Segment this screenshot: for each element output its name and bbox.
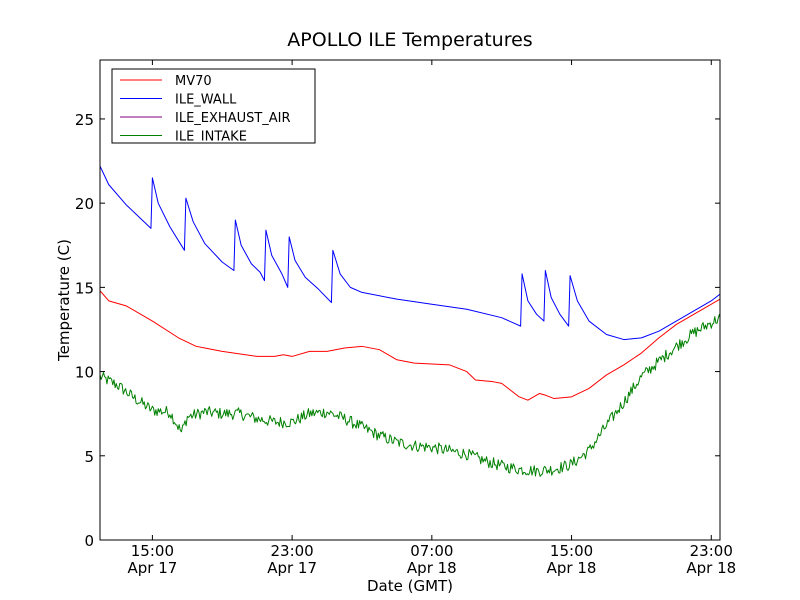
y-axis-ticks: 0 5 10 15 20 25 (75, 111, 720, 550)
x-tick-label-time: 15:00 (550, 542, 593, 560)
x-tick-label-date: Apr 18 (547, 559, 597, 577)
plot-frame (99, 59, 721, 541)
x-tick-label-date: Apr 18 (407, 559, 457, 577)
x-tick-label-date: Apr 17 (267, 559, 317, 577)
legend-label: MV70 (175, 74, 212, 89)
x-tick-label-time: 15:00 (131, 542, 174, 560)
y-axis-label: Temperature (C) (55, 239, 73, 362)
y-tick-label: 20 (75, 195, 94, 213)
legend: MV70 ILE_WALL ILE_EXHAUST_AIR ILE_INTAKE (111, 68, 316, 145)
legend-label: ILE_INTAKE (175, 130, 247, 145)
y-tick-label: 25 (75, 111, 94, 129)
y-tick-label: 15 (75, 279, 94, 297)
y-tick-label: 5 (84, 448, 94, 466)
x-axis-label: Date (GMT) (367, 577, 453, 595)
x-tick-label-time: 07:00 (410, 542, 453, 560)
legend-label: ILE_WALL (175, 93, 237, 108)
x-tick-label-time: 23:00 (270, 542, 313, 560)
series-line-mv70 (100, 290, 720, 401)
series-line-ile-intake (100, 313, 720, 477)
legend-box (111, 68, 316, 144)
series-line-ile-wall (100, 165, 720, 341)
y-tick-label: 0 (84, 532, 94, 550)
x-tick-label-date: Apr 18 (686, 559, 736, 577)
legend-label: ILE_EXHAUST_AIR (175, 111, 291, 126)
y-tick-label: 10 (75, 364, 94, 382)
legend-items: MV70 ILE_WALL ILE_EXHAUST_AIR ILE_INTAKE (120, 74, 291, 145)
chart-title: APOLLO ILE Temperatures (287, 29, 532, 51)
series-layer (100, 165, 720, 477)
x-tick-label-date: Apr 17 (127, 559, 177, 577)
x-tick-label-time: 23:00 (690, 542, 733, 560)
